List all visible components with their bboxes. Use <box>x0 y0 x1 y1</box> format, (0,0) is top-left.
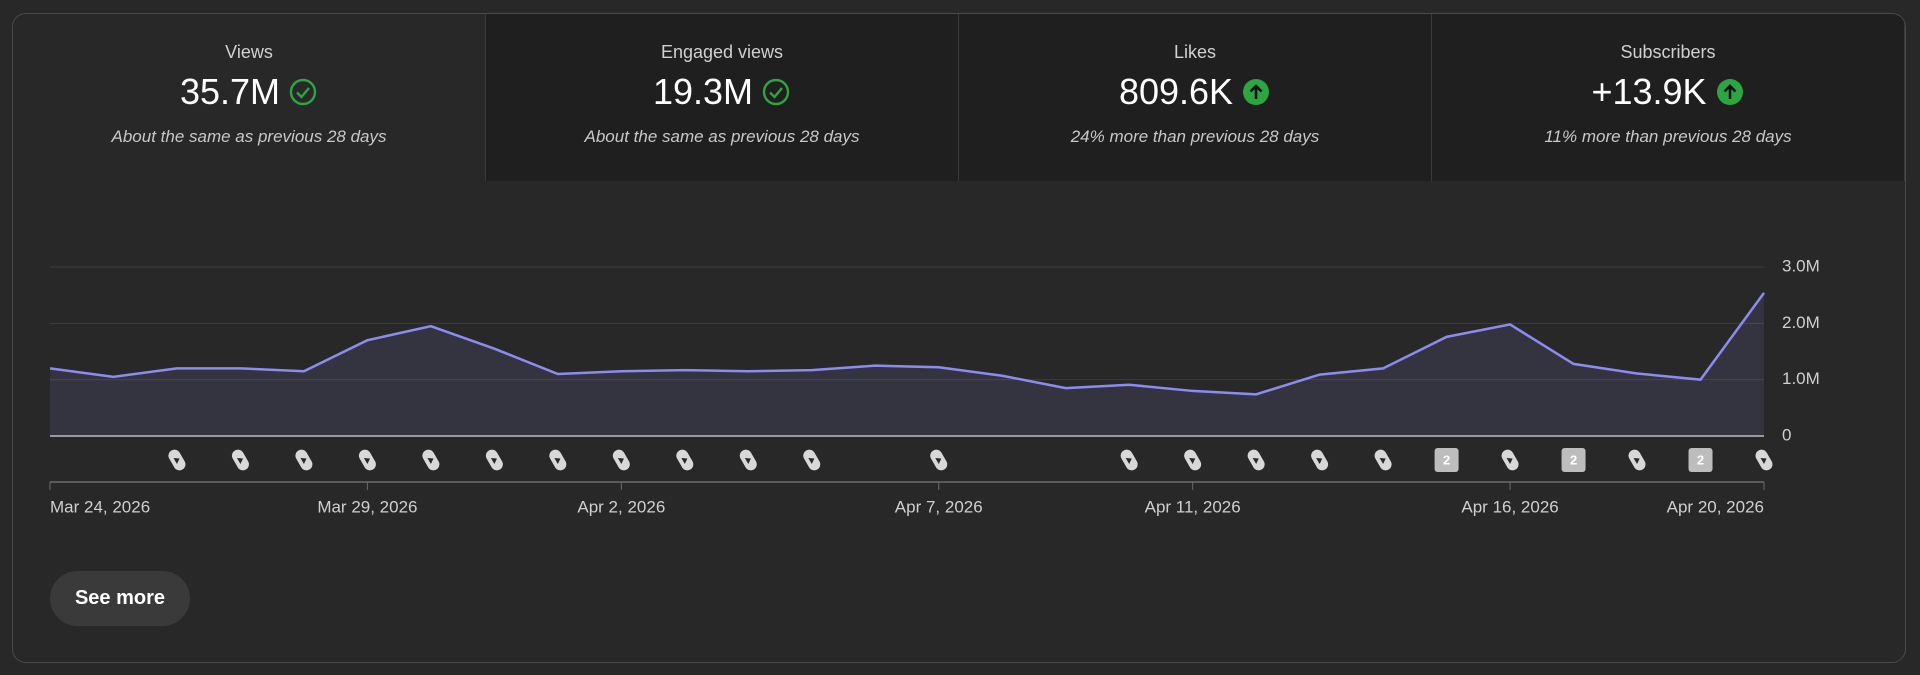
icon-play <box>490 457 497 465</box>
x-tick-label: Mar 29, 2026 <box>317 497 417 516</box>
area <box>50 292 1764 436</box>
icon-play <box>1760 457 1767 465</box>
icon-play <box>1125 457 1132 465</box>
metric-value: +13.9K <box>1591 71 1707 112</box>
shorts-icon <box>676 449 694 471</box>
icon-play <box>173 457 180 465</box>
shorts-icon <box>739 449 757 471</box>
y-tick-label: 2.0M <box>1782 313 1820 332</box>
shorts-icon <box>612 449 630 471</box>
metric-title: Engaged views <box>660 42 784 62</box>
shorts-icon <box>422 449 440 471</box>
shorts-icon <box>1311 449 1329 471</box>
metric-value: 809.6K <box>1118 71 1234 112</box>
metric-card[interactable]: Likes 809.6K 24% more than previous 28 day… <box>959 14 1432 181</box>
metric-value: 19.3M <box>652 71 754 112</box>
metric-value-row: +13.9K <box>1432 71 1904 113</box>
metric-comparison: About the same as previous 28 days <box>111 127 387 146</box>
shorts-icon <box>358 449 376 471</box>
shorts-icon <box>231 449 249 471</box>
icon-play <box>1633 457 1640 465</box>
icon-play <box>1189 457 1196 465</box>
shorts-icon <box>485 449 503 471</box>
shorts-icon <box>1247 449 1265 471</box>
icon-play <box>935 457 942 465</box>
shorts-icon <box>1120 449 1138 471</box>
metric-cards: Views 35.7M About the same as previous 28 … <box>13 14 1905 181</box>
shorts-icon <box>168 449 186 471</box>
icon-check <box>296 87 310 99</box>
upload-badge <box>1688 448 1713 472</box>
icon-arrow <box>1723 84 1736 99</box>
analytics-panel: Views 35.7M About the same as previous 28 … <box>12 13 1906 663</box>
shorts-icon <box>1628 449 1646 471</box>
icon-play <box>300 457 307 465</box>
x-tick-label: Apr 16, 2026 <box>1461 497 1558 516</box>
shorts-icon <box>549 449 567 471</box>
chart: 0 1.0M 2.0M 3.0M 2 2 2 Mar 24, 2026 Mar 29, 2026… <box>49 256 1820 516</box>
icon-circle <box>289 78 317 106</box>
icon-play <box>236 457 244 465</box>
icon-play <box>681 457 688 465</box>
metric-value-row: 19.3M <box>486 71 958 113</box>
x-tick-label: Apr 2, 2026 <box>577 497 665 516</box>
upload-badge <box>1561 448 1586 472</box>
y-tick-label: 3.0M <box>1782 256 1820 275</box>
metric-card[interactable]: Engaged views 19.3M About the same as prev… <box>486 14 959 181</box>
icon-check <box>769 87 783 99</box>
y-tick-label: 0 <box>1782 425 1791 444</box>
y-tick-label: 1.0M <box>1782 369 1820 388</box>
icon-play <box>744 457 751 465</box>
icon-circle <box>762 78 790 106</box>
icon-arrow <box>1249 84 1263 99</box>
metric-card[interactable]: Views 35.7M About the same as previous 28 … <box>13 14 486 181</box>
icon-play <box>427 457 434 465</box>
shorts-icon <box>803 449 821 471</box>
status-icon <box>1243 79 1270 105</box>
metric-card[interactable]: Subscribers +13.9K 11% more than previous … <box>1432 14 1905 181</box>
icon-play <box>1506 457 1513 465</box>
shorts-icon <box>1184 449 1202 471</box>
see-more-button[interactable]: See more <box>50 571 190 626</box>
metric-comparison: 11% more than previous 28 days <box>1544 127 1792 146</box>
icon-play <box>1252 457 1259 465</box>
x-tick-label: Mar 24, 2026 <box>50 497 150 516</box>
status-icon <box>762 78 790 106</box>
upload-count: 2 <box>1570 452 1577 467</box>
metric-title: Subscribers <box>1620 42 1716 62</box>
icon-play <box>1316 457 1323 465</box>
icon-play <box>363 457 371 465</box>
metric-value-row: 809.6K <box>959 71 1431 113</box>
upload-badge <box>1434 448 1459 472</box>
upload-count: 2 <box>1697 452 1704 467</box>
metric-title: Views <box>225 42 273 62</box>
upload-count: 2 <box>1443 452 1450 467</box>
line <box>49 292 1766 396</box>
metric-value-row: 35.7M <box>13 71 485 113</box>
shorts-icon <box>1374 449 1392 471</box>
status-icon <box>1716 79 1743 105</box>
icon-play <box>1379 457 1386 465</box>
icon-play <box>554 457 561 465</box>
icon-play <box>808 457 815 465</box>
icon-play <box>617 457 624 465</box>
x-tick-label: Apr 20, 2026 <box>1667 497 1764 516</box>
metric-title: Likes <box>1173 42 1217 62</box>
x-tick-label: Apr 7, 2026 <box>895 497 983 516</box>
shorts-icon <box>1501 449 1519 471</box>
shorts-icon <box>1755 449 1773 471</box>
metric-comparison: About the same as previous 28 days <box>584 127 860 146</box>
shorts-icon <box>295 449 313 471</box>
status-icon <box>289 78 317 106</box>
metric-comparison: 24% more than previous 28 days <box>1070 127 1320 146</box>
metric-value: 35.7M <box>179 71 281 112</box>
shorts-icon <box>930 449 948 471</box>
x-tick-label: Apr 11, 2026 <box>1145 497 1241 516</box>
